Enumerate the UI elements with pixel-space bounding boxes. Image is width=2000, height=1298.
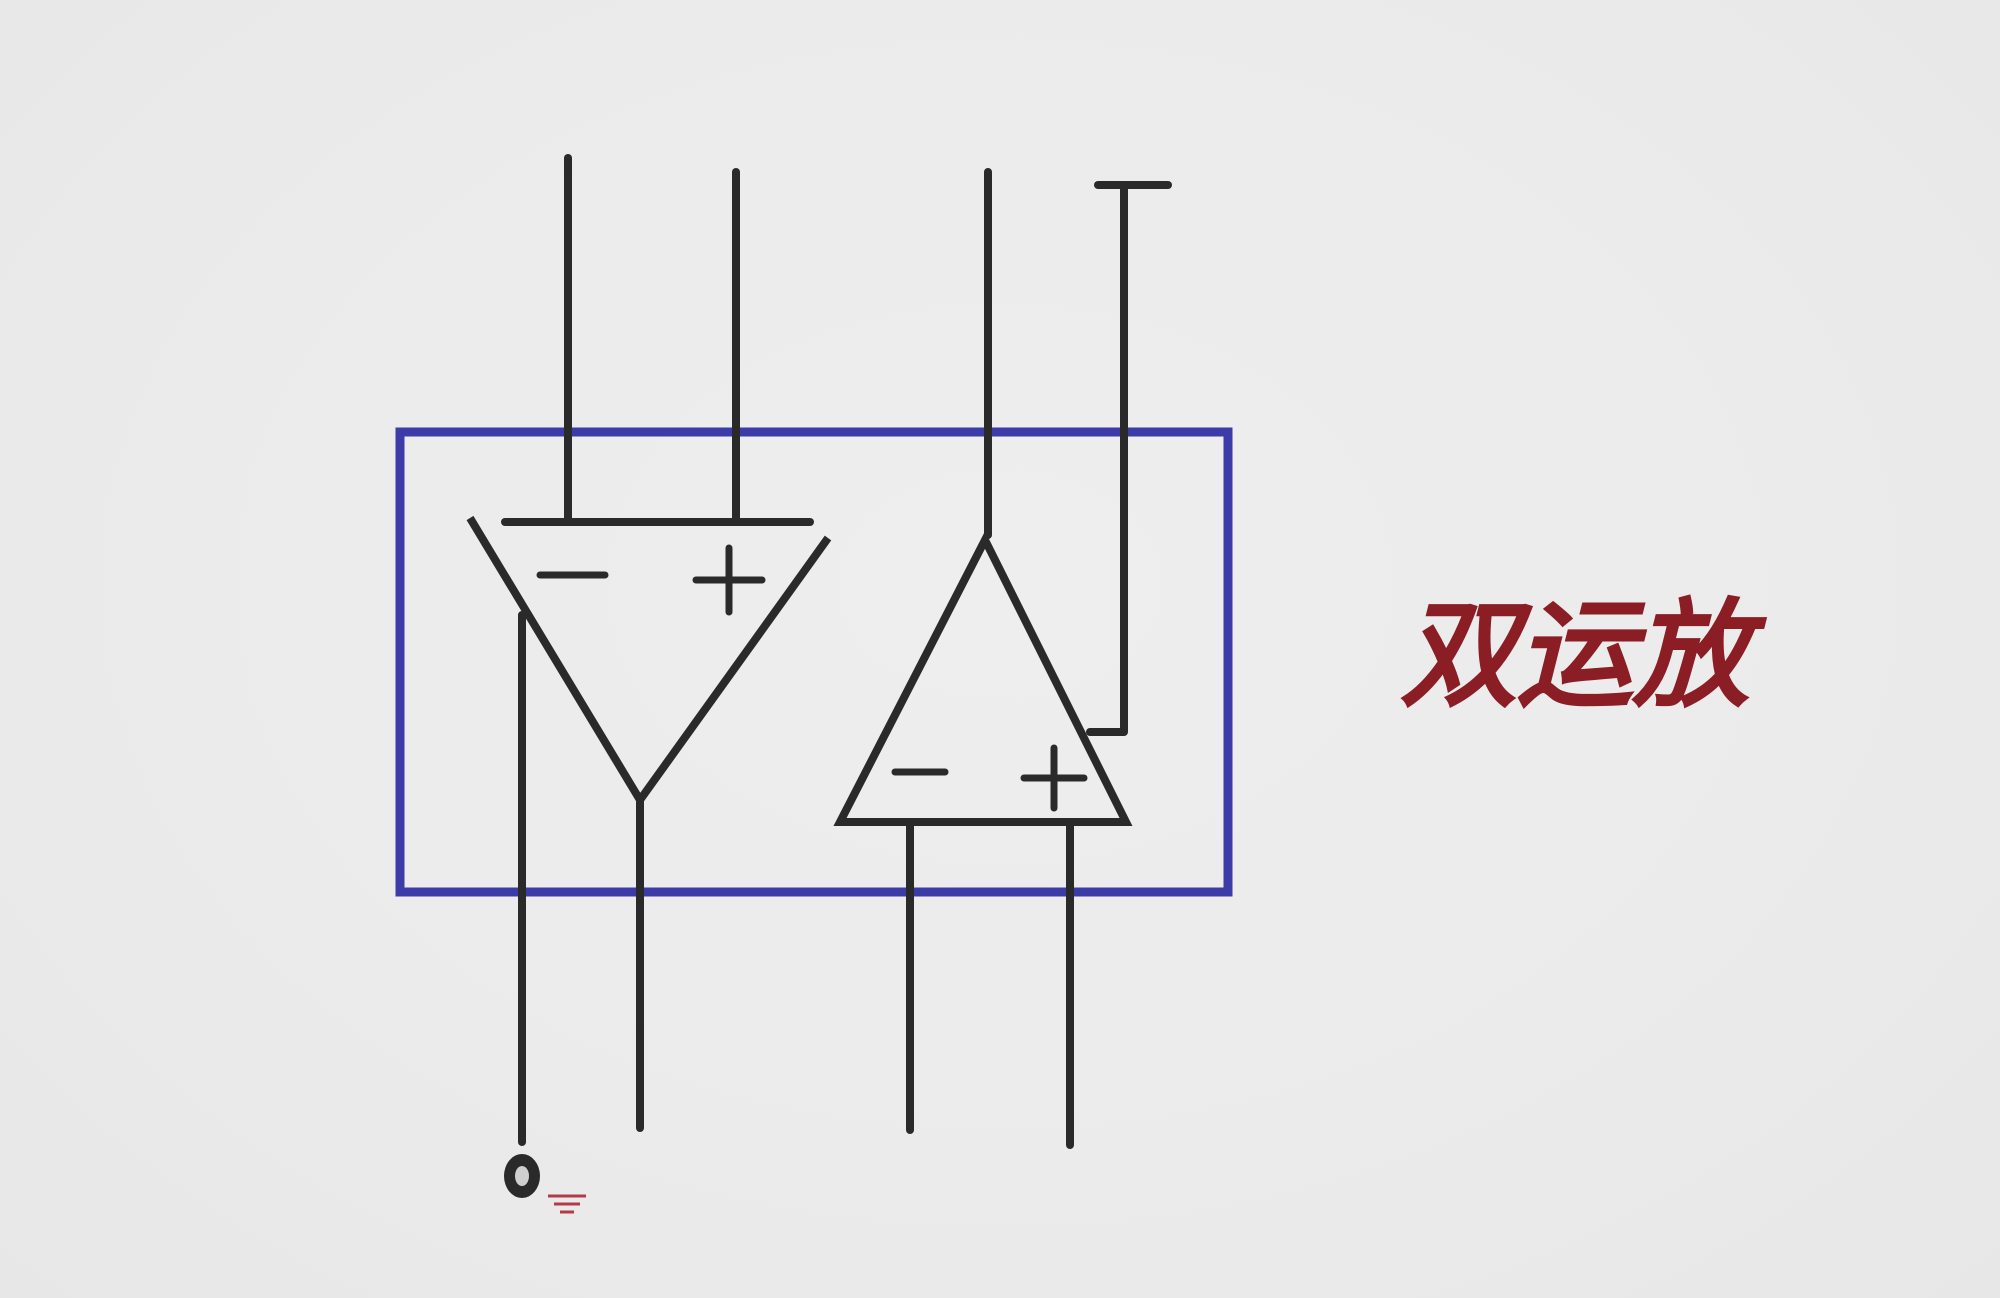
op-amp-2-feedback-wire <box>1086 181 1128 736</box>
op-amp-1 <box>466 154 832 1146</box>
chip-outline <box>395 427 1233 897</box>
op-amp-2 <box>833 168 1172 1149</box>
diagram-label: 双运放 <box>1400 585 1750 724</box>
ground-icon <box>504 1154 586 1214</box>
op-amp-2-body <box>833 531 1133 826</box>
